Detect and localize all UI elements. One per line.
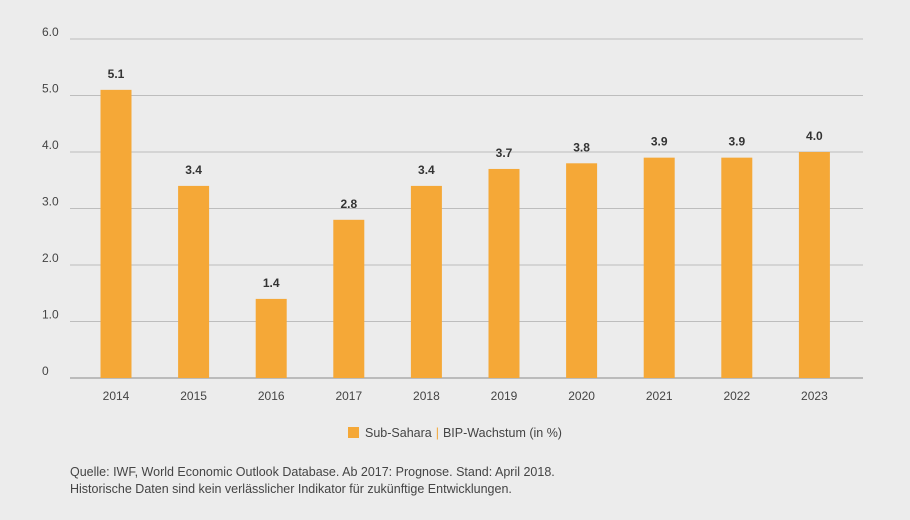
data-label: 3.9 [651,135,668,149]
data-label: 3.8 [573,140,590,154]
bars [100,89,830,378]
y-tick-label: 2.0 [42,251,59,265]
data-label: 5.1 [108,67,125,81]
data-label: 4.0 [806,129,823,143]
bar-2021 [643,157,675,378]
legend-separator: | [435,426,439,440]
data-label: 3.9 [728,135,745,149]
data-label: 3.7 [496,146,513,160]
legend-series-label: Sub-Sahara [365,426,432,440]
data-labels: 5.1 3.4 1.4 2.8 3.4 3.7 3.8 3.9 3.9 4.0 [108,67,823,290]
bar-2017 [333,219,365,378]
y-tick-label: 1.0 [42,308,59,322]
y-tick-label: 6.0 [42,25,59,39]
x-tick-label: 2020 [568,389,595,403]
bar-2019 [488,168,520,378]
y-tick-label: 0 [42,364,49,378]
x-tick-label: 2021 [646,389,673,403]
x-tick-label: 2016 [258,389,285,403]
data-label: 3.4 [185,163,202,177]
x-tick-label: 2015 [180,389,207,403]
legend-metric-label: BIP-Wachstum (in %) [442,426,562,440]
y-tick-label: 4.0 [42,138,59,152]
bar-2023 [798,152,830,378]
bar-2014 [100,89,132,378]
y-tick-label: 5.0 [42,82,59,96]
legend: Sub-Sahara | BIP-Wachstum (in %) [0,426,910,440]
x-tick-label: 2014 [103,389,130,403]
data-label: 3.4 [418,163,435,177]
bar-2018 [410,185,442,378]
footnote-source: Quelle: IWF, World Economic Outlook Data… [70,465,555,479]
x-tick-label: 2023 [801,389,828,403]
bar-chart: 0 1.0 2.0 3.0 4.0 5.0 6.0 5.1 3.4 1.4 2.8 3.4 3.7 3.… [42,25,863,403]
bar-2015 [178,185,210,378]
y-axis-ticks: 0 1.0 2.0 3.0 4.0 5.0 6.0 [42,25,59,378]
footnote: Quelle: IWF, World Economic Outlook Data… [70,464,555,498]
x-tick-label: 2019 [491,389,518,403]
bar-2022 [721,157,753,378]
x-axis-ticks: 2014 2015 2016 2017 2018 2019 2020 2021 2022 2023 [103,389,828,403]
x-tick-label: 2022 [723,389,750,403]
bar-2016 [255,298,287,378]
x-tick-label: 2018 [413,389,440,403]
footnote-disclaimer: Historische Daten sind kein verlässliche… [70,482,512,496]
bar-2020 [566,163,598,378]
x-tick-label: 2017 [335,389,362,403]
data-label: 2.8 [340,197,357,211]
data-label: 1.4 [263,276,280,290]
y-tick-label: 3.0 [42,195,59,209]
legend-swatch [348,427,359,438]
